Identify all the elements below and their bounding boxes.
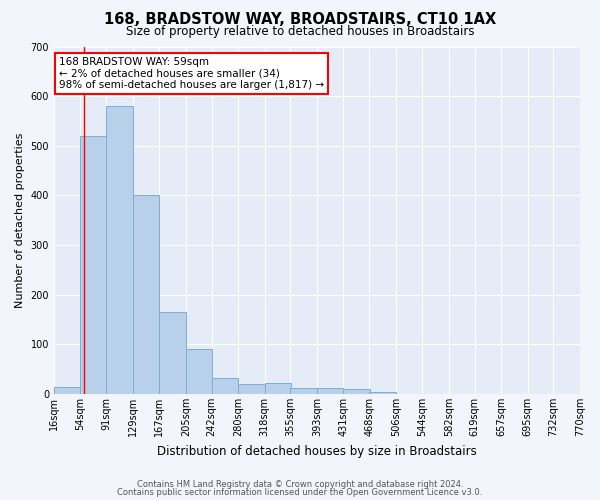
Bar (133, 196, 159, 394)
Text: Size of property relative to detached houses in Broadstairs: Size of property relative to detached ho… (126, 25, 474, 38)
Y-axis label: Number of detached properties: Number of detached properties (15, 132, 25, 308)
X-axis label: Distribution of detached houses by size in Broadstairs: Distribution of detached houses by size … (157, 444, 477, 458)
Bar (54, 386, 80, 394)
Bar (369, 392, 396, 394)
Text: Contains HM Land Registry data © Crown copyright and database right 2024.: Contains HM Land Registry data © Crown c… (137, 480, 463, 489)
Bar (343, 389, 370, 394)
Bar (317, 388, 343, 394)
Bar (159, 312, 186, 394)
Bar (106, 106, 133, 394)
Bar (80, 136, 107, 394)
Bar (212, 378, 238, 394)
Text: 168, BRADSTOW WAY, BROADSTAIRS, CT10 1AX: 168, BRADSTOW WAY, BROADSTAIRS, CT10 1AX (104, 12, 496, 28)
Bar (290, 388, 317, 394)
Bar (186, 350, 212, 394)
Bar (238, 384, 265, 394)
Text: Contains public sector information licensed under the Open Government Licence v3: Contains public sector information licen… (118, 488, 482, 497)
Text: 168 BRADSTOW WAY: 59sqm
← 2% of detached houses are smaller (34)
98% of semi-det: 168 BRADSTOW WAY: 59sqm ← 2% of detached… (59, 57, 325, 90)
Bar (265, 383, 291, 394)
